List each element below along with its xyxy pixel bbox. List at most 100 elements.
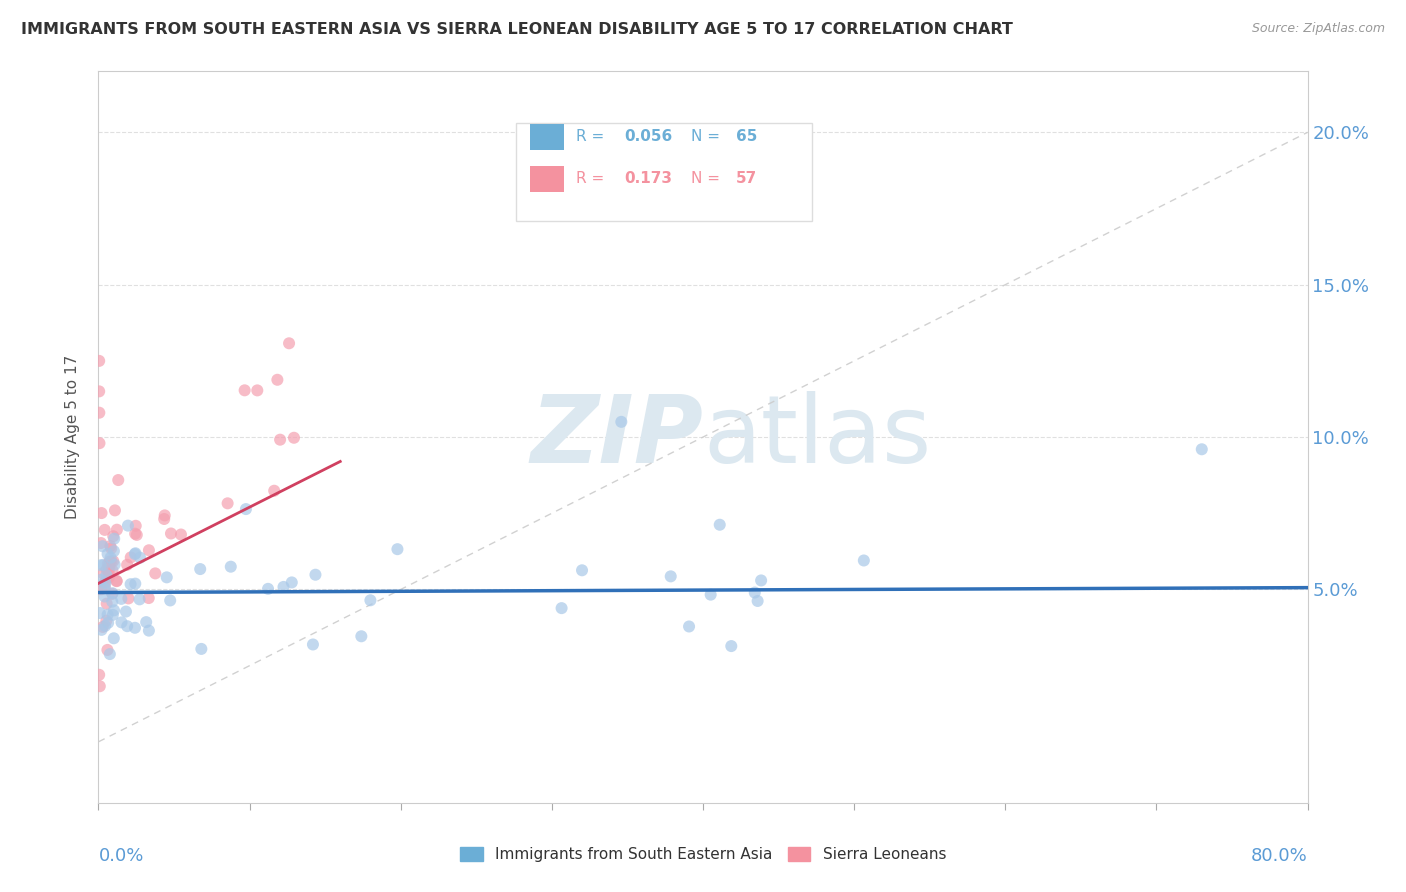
Point — [89, 606, 111, 620]
Point — [749, 574, 772, 588]
Point — [359, 593, 381, 607]
Point — [101, 587, 124, 601]
Text: Source: ZipAtlas.com: Source: ZipAtlas.com — [1251, 22, 1385, 36]
FancyBboxPatch shape — [530, 167, 564, 192]
Point — [103, 529, 125, 543]
Point — [103, 603, 125, 617]
Point — [278, 336, 301, 351]
Point — [96, 643, 118, 657]
Point — [124, 526, 146, 541]
Point — [101, 586, 124, 600]
Point — [100, 550, 122, 565]
Point — [91, 566, 114, 581]
Point — [219, 559, 242, 574]
Point — [128, 592, 150, 607]
Point — [124, 576, 146, 591]
Point — [101, 594, 124, 608]
Point — [90, 506, 112, 520]
Point — [610, 415, 633, 429]
Point — [387, 542, 409, 557]
Point — [91, 539, 114, 553]
Text: R =: R = — [576, 129, 609, 144]
Point — [90, 558, 112, 573]
Point — [550, 601, 572, 615]
Point — [89, 667, 111, 681]
Point — [91, 620, 114, 634]
Point — [93, 523, 115, 537]
Point — [97, 557, 120, 571]
Point — [104, 558, 127, 572]
Text: IMMIGRANTS FROM SOUTH EASTERN ASIA VS SIERRA LEONEAN DISABILITY AGE 5 TO 17 CORR: IMMIGRANTS FROM SOUTH EASTERN ASIA VS SI… — [21, 22, 1012, 37]
Point — [101, 564, 124, 578]
Point — [138, 624, 160, 638]
Point — [90, 573, 112, 587]
Point — [96, 568, 118, 582]
Point — [100, 554, 122, 568]
Point — [117, 591, 139, 606]
Text: atlas: atlas — [703, 391, 931, 483]
Y-axis label: Disability Age 5 to 17: Disability Age 5 to 17 — [65, 355, 80, 519]
Point — [103, 632, 125, 646]
Text: N =: N = — [690, 129, 724, 144]
Point — [283, 431, 305, 445]
Point — [98, 539, 121, 553]
Point — [94, 576, 117, 591]
Point — [153, 508, 176, 523]
Point — [659, 569, 682, 583]
Point — [156, 570, 179, 584]
Point — [1191, 442, 1213, 457]
Point — [246, 384, 269, 398]
Point — [97, 566, 120, 580]
Point — [97, 547, 120, 561]
Point — [699, 588, 721, 602]
Point — [709, 517, 731, 532]
Point — [94, 580, 117, 594]
Point — [89, 406, 111, 420]
Point — [110, 591, 132, 606]
Point — [96, 597, 118, 611]
Point — [97, 615, 120, 630]
Point — [852, 553, 875, 567]
Point — [115, 619, 138, 633]
Text: N =: N = — [690, 171, 724, 186]
Point — [110, 615, 132, 630]
Point — [97, 570, 120, 584]
Point — [747, 594, 769, 608]
Point — [217, 496, 239, 510]
Point — [124, 547, 146, 561]
Point — [89, 354, 111, 368]
Point — [129, 550, 152, 565]
Point — [190, 641, 212, 656]
Point — [159, 593, 181, 607]
Point — [93, 558, 115, 572]
Text: 0.173: 0.173 — [624, 171, 672, 186]
Point — [160, 526, 183, 541]
Point — [304, 567, 326, 582]
Point — [125, 528, 148, 542]
Point — [101, 607, 124, 622]
Point — [720, 639, 742, 653]
Text: 0.0%: 0.0% — [98, 847, 143, 864]
Point — [273, 580, 295, 594]
Point — [115, 605, 138, 619]
FancyBboxPatch shape — [516, 122, 811, 221]
Text: 65: 65 — [735, 129, 756, 144]
Point — [124, 621, 146, 635]
Point — [117, 518, 139, 533]
Point — [263, 483, 285, 498]
Point — [269, 433, 291, 447]
Point — [90, 536, 112, 550]
Point — [98, 647, 121, 661]
Point — [302, 638, 325, 652]
Point — [98, 561, 121, 575]
Point — [120, 577, 142, 591]
Point — [103, 554, 125, 568]
Point — [96, 614, 118, 628]
Point — [350, 629, 373, 643]
Point — [138, 591, 160, 605]
Point — [124, 546, 146, 560]
Point — [94, 574, 117, 589]
Point — [98, 554, 121, 568]
Point — [97, 607, 120, 622]
Point — [97, 558, 120, 573]
